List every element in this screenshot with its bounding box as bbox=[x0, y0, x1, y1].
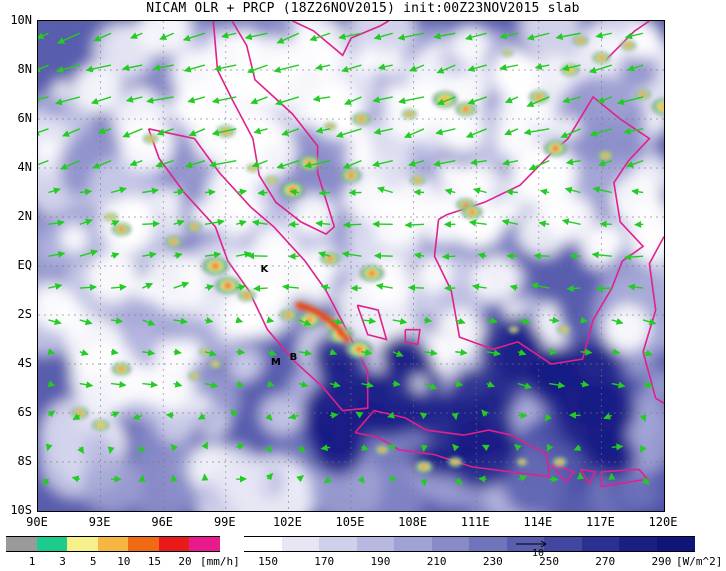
vector-reference-label: 10 bbox=[532, 548, 545, 559]
coastline bbox=[433, 95, 651, 365]
lon-label: 108E bbox=[398, 515, 428, 529]
colorbar-segment bbox=[619, 536, 657, 552]
city-marker: K bbox=[260, 263, 269, 275]
lat-label: 2S bbox=[17, 307, 32, 321]
colorbar-label: 270 bbox=[595, 555, 616, 568]
map-panel bbox=[37, 20, 665, 512]
colorbar-label: 5 bbox=[89, 555, 97, 568]
lon-label: 102E bbox=[272, 515, 302, 529]
colorbar-label: 230 bbox=[482, 555, 503, 568]
coastline bbox=[354, 409, 551, 478]
colorbar-segment bbox=[67, 536, 99, 552]
map-svg bbox=[38, 21, 664, 511]
colorbar-label: 10 bbox=[117, 555, 131, 568]
colorbar-segment bbox=[281, 536, 320, 552]
lat-label: 10N bbox=[10, 13, 32, 27]
colorbar-label: 15 bbox=[147, 555, 162, 568]
lon-label: 96E bbox=[151, 515, 174, 529]
vector-reference bbox=[516, 540, 547, 548]
colorbar-segment bbox=[356, 536, 395, 552]
lon-label: 105E bbox=[335, 515, 365, 529]
coastline bbox=[642, 236, 664, 404]
colorbar-segment bbox=[97, 536, 129, 552]
wind-vector-layer bbox=[38, 31, 657, 487]
coastline bbox=[579, 468, 597, 486]
olr-colorbar bbox=[244, 536, 695, 552]
colorbar-label: 20 bbox=[178, 555, 192, 568]
colorbar-segment bbox=[394, 536, 432, 552]
lon-label: 99E bbox=[213, 515, 236, 529]
precip-unit: [mm/h] bbox=[200, 555, 240, 568]
city-marker: B bbox=[289, 352, 298, 364]
lon-label: 114E bbox=[523, 515, 553, 529]
figure-title: NICAM OLR + PRCP (18Z26NOV2015) init:00Z… bbox=[146, 1, 580, 16]
lat-label: 8S bbox=[17, 454, 32, 468]
colorbar-label: 250 bbox=[539, 555, 559, 568]
olr-unit: [W/m^2] bbox=[676, 555, 723, 568]
colorbar-segment bbox=[189, 536, 221, 552]
lat-label: 4N bbox=[17, 160, 32, 174]
lon-label: 111E bbox=[460, 515, 490, 529]
colorbar-label: 1 bbox=[28, 555, 36, 568]
colorbar-segment bbox=[158, 536, 190, 552]
colorbar-segment bbox=[6, 536, 38, 552]
colorbar-segment bbox=[656, 536, 695, 552]
lon-label: 93E bbox=[88, 515, 111, 529]
colorbar-label: 210 bbox=[426, 555, 447, 568]
lat-label: EQ bbox=[17, 258, 32, 272]
colorbar-segment bbox=[36, 536, 68, 552]
colorbar-segment bbox=[244, 536, 282, 552]
lat-label: 6N bbox=[17, 111, 32, 125]
lat-label: 10S bbox=[10, 503, 32, 517]
lon-label: 90E bbox=[26, 515, 48, 529]
precip-colorbar bbox=[6, 536, 221, 552]
colorbar-segment bbox=[544, 536, 582, 552]
coastline bbox=[605, 21, 650, 61]
colorbar-segment bbox=[319, 536, 357, 552]
city-marker: M bbox=[270, 357, 281, 368]
lat-label: 4S bbox=[17, 356, 32, 370]
colorbar-label: 170 bbox=[314, 555, 335, 568]
colorbar-label: 190 bbox=[370, 555, 391, 568]
colorbar-label: 290 bbox=[651, 555, 672, 568]
lat-label: 2N bbox=[17, 209, 32, 223]
coastline bbox=[147, 128, 369, 412]
colorbar-label: 3 bbox=[59, 555, 66, 568]
colorbar-segment bbox=[128, 536, 160, 552]
colorbar-label: 150 bbox=[258, 555, 278, 568]
lat-label: 8N bbox=[17, 62, 32, 76]
coastline bbox=[292, 21, 390, 57]
coastline bbox=[356, 304, 388, 341]
colorbar-segment bbox=[469, 536, 507, 552]
colorbar-segment bbox=[581, 536, 620, 552]
lon-label: 120E bbox=[648, 515, 678, 529]
coastline bbox=[404, 328, 421, 346]
lat-label: 6S bbox=[17, 405, 32, 419]
colorbar-segment bbox=[431, 536, 470, 552]
lon-label: 117E bbox=[585, 515, 615, 529]
coastline bbox=[550, 463, 576, 483]
